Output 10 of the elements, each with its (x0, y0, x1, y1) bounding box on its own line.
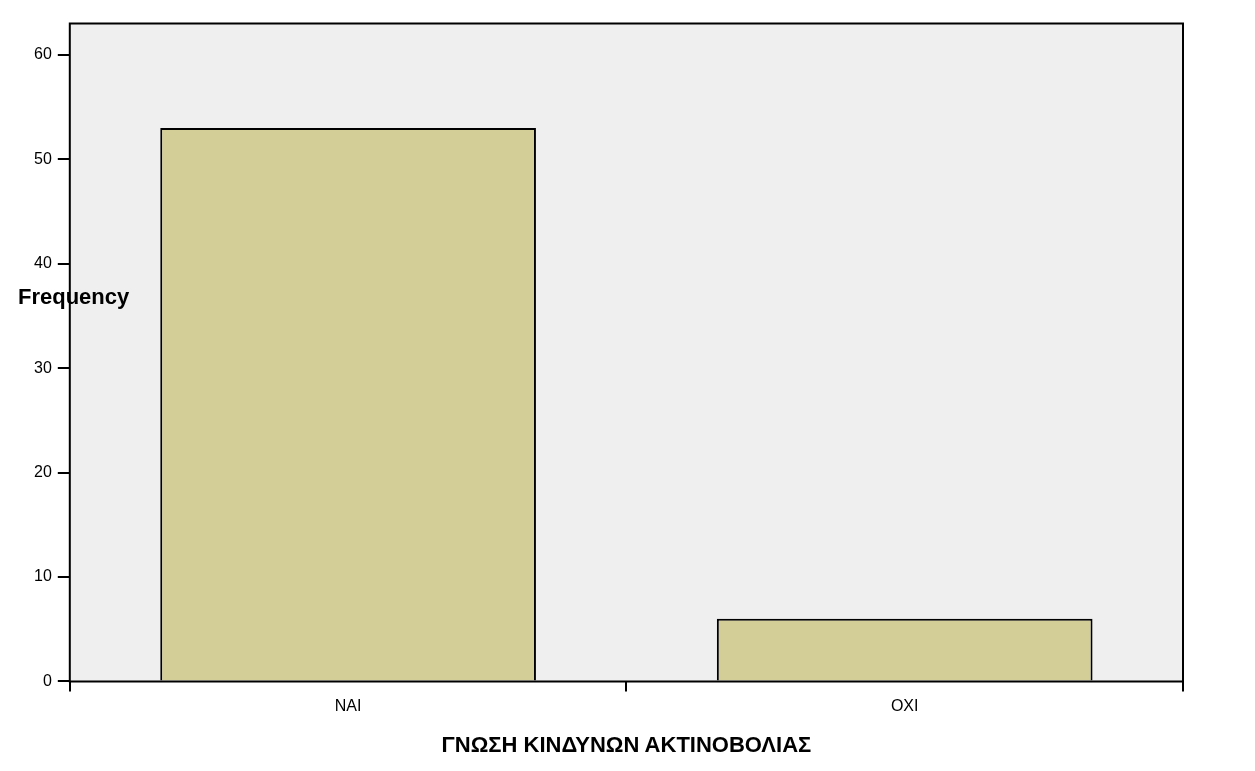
x-tick-label: NAI (334, 697, 362, 715)
y-tick-label: 30 (34, 358, 52, 376)
y-tick-label: 20 (34, 462, 52, 480)
y-tick-label: 40 (34, 254, 52, 272)
y-tick-label: 10 (34, 567, 52, 585)
y-tick-label: 0 (42, 671, 52, 689)
y-tick-label: 50 (34, 149, 52, 167)
y-tick-label: 60 (34, 45, 52, 63)
x-axis-title: ΓΝΩΣΗ ΚΙΝΔΥΝΩΝ ΑΚΤΙΝΟΒΟΛΙΑΣ (441, 731, 812, 757)
x-tick-label: OXI (890, 697, 919, 715)
